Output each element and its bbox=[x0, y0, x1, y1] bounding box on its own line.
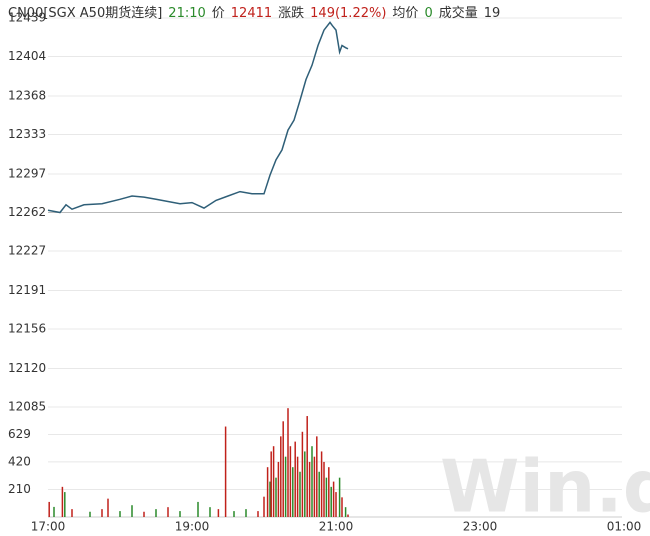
y-tick-label: 12191 bbox=[8, 283, 46, 297]
volume-bar bbox=[167, 507, 169, 517]
volume-bar bbox=[320, 451, 323, 517]
time: 21:10 bbox=[168, 6, 206, 21]
x-tick-label: 21:00 bbox=[319, 520, 354, 534]
volume-bar bbox=[280, 436, 282, 517]
volume-bar bbox=[330, 486, 332, 517]
volume-bar bbox=[328, 467, 330, 517]
volume-bar bbox=[270, 451, 272, 517]
volume-bar bbox=[89, 511, 91, 517]
volume-bar bbox=[344, 507, 347, 517]
volume-bar bbox=[335, 492, 337, 517]
volume-bar bbox=[301, 431, 304, 517]
volume-bar bbox=[266, 467, 269, 517]
volume-bar bbox=[107, 498, 109, 517]
label: 价 bbox=[211, 6, 225, 21]
y-tick-label: 629 bbox=[8, 427, 31, 441]
y-tick-label: 12439 bbox=[8, 11, 46, 25]
volume-bar bbox=[308, 461, 311, 517]
y-tick-label: 12085 bbox=[8, 400, 46, 414]
volume-bar bbox=[224, 426, 227, 517]
y-tick-label: 12368 bbox=[8, 89, 46, 103]
volume-bar bbox=[269, 481, 271, 517]
y-tick-label: 12120 bbox=[8, 361, 46, 375]
volume-bar bbox=[48, 501, 50, 517]
y-tick-label: 420 bbox=[8, 454, 31, 468]
symbol: CN00[SGX A50期货连续] bbox=[8, 6, 163, 21]
volume-bar bbox=[347, 514, 349, 517]
volume-bar bbox=[71, 509, 73, 517]
label: 成交量 bbox=[438, 6, 478, 21]
volume-bar bbox=[197, 501, 199, 517]
watermark: Win.d bbox=[440, 445, 650, 529]
volume-bar bbox=[282, 421, 284, 517]
volume-bar bbox=[233, 511, 235, 517]
volume-bar bbox=[289, 446, 292, 517]
volume-bar bbox=[287, 408, 289, 517]
change: 149(1.22%) bbox=[310, 6, 387, 21]
x-tick-label: 23:00 bbox=[463, 520, 498, 534]
x-tick-label: 19:00 bbox=[175, 520, 210, 534]
volume-bar bbox=[294, 441, 296, 517]
volume-bar bbox=[217, 509, 220, 517]
volume-bar bbox=[131, 505, 133, 517]
quote-header: CN00[SGX A50期货连续] 21:10 价 12411 涨跌 149(1.22%)… bbox=[8, 2, 506, 21]
volume-bar bbox=[143, 511, 145, 517]
label: 均价 bbox=[392, 6, 419, 21]
volume-bar bbox=[325, 477, 328, 517]
volume: 19 bbox=[483, 6, 501, 21]
volume-bar bbox=[155, 509, 157, 517]
y-tick-label: 12297 bbox=[8, 167, 46, 181]
price: 12411 bbox=[230, 6, 273, 21]
volume-bar bbox=[304, 451, 306, 517]
volume-bar bbox=[257, 511, 259, 517]
label: 涨跌 bbox=[278, 6, 305, 21]
volume-bar bbox=[284, 456, 287, 517]
volume-bar bbox=[313, 456, 316, 517]
volume-bar bbox=[296, 456, 299, 517]
volume-bar bbox=[272, 446, 275, 517]
y-tick-label: 12227 bbox=[8, 243, 46, 257]
y-tick-label: 12156 bbox=[8, 321, 46, 335]
volume-bar bbox=[318, 471, 320, 517]
y-tick-label: 12404 bbox=[8, 49, 46, 63]
volume-bar bbox=[306, 416, 308, 517]
volume-bar bbox=[275, 477, 277, 517]
x-tick-label: 01:00 bbox=[607, 520, 642, 534]
y-tick-label: 210 bbox=[8, 482, 31, 496]
avg: 0 bbox=[424, 6, 433, 21]
volume-bar bbox=[338, 477, 341, 517]
volume-bar bbox=[299, 471, 301, 517]
volume-bar bbox=[53, 506, 55, 517]
volume-bar bbox=[292, 467, 294, 517]
volume-bar bbox=[323, 461, 325, 517]
volume-bar bbox=[263, 496, 265, 517]
x-tick-label: 17:00 bbox=[31, 520, 66, 534]
y-tick-label: 12262 bbox=[8, 205, 46, 219]
volume-bar bbox=[119, 511, 121, 517]
volume-bar bbox=[316, 436, 318, 517]
volume-bar bbox=[311, 446, 313, 517]
volume-bar bbox=[64, 492, 66, 517]
volume-bar bbox=[179, 511, 181, 517]
y-tick-label: 12333 bbox=[8, 127, 46, 141]
volume-bar bbox=[277, 461, 280, 517]
price-line bbox=[47, 21, 349, 214]
volume-bar bbox=[209, 507, 211, 517]
volume-bar bbox=[61, 486, 64, 517]
volume-bar bbox=[341, 497, 343, 517]
volume-bar bbox=[332, 481, 335, 517]
volume-bar bbox=[245, 509, 247, 517]
volume-bar bbox=[101, 509, 103, 517]
